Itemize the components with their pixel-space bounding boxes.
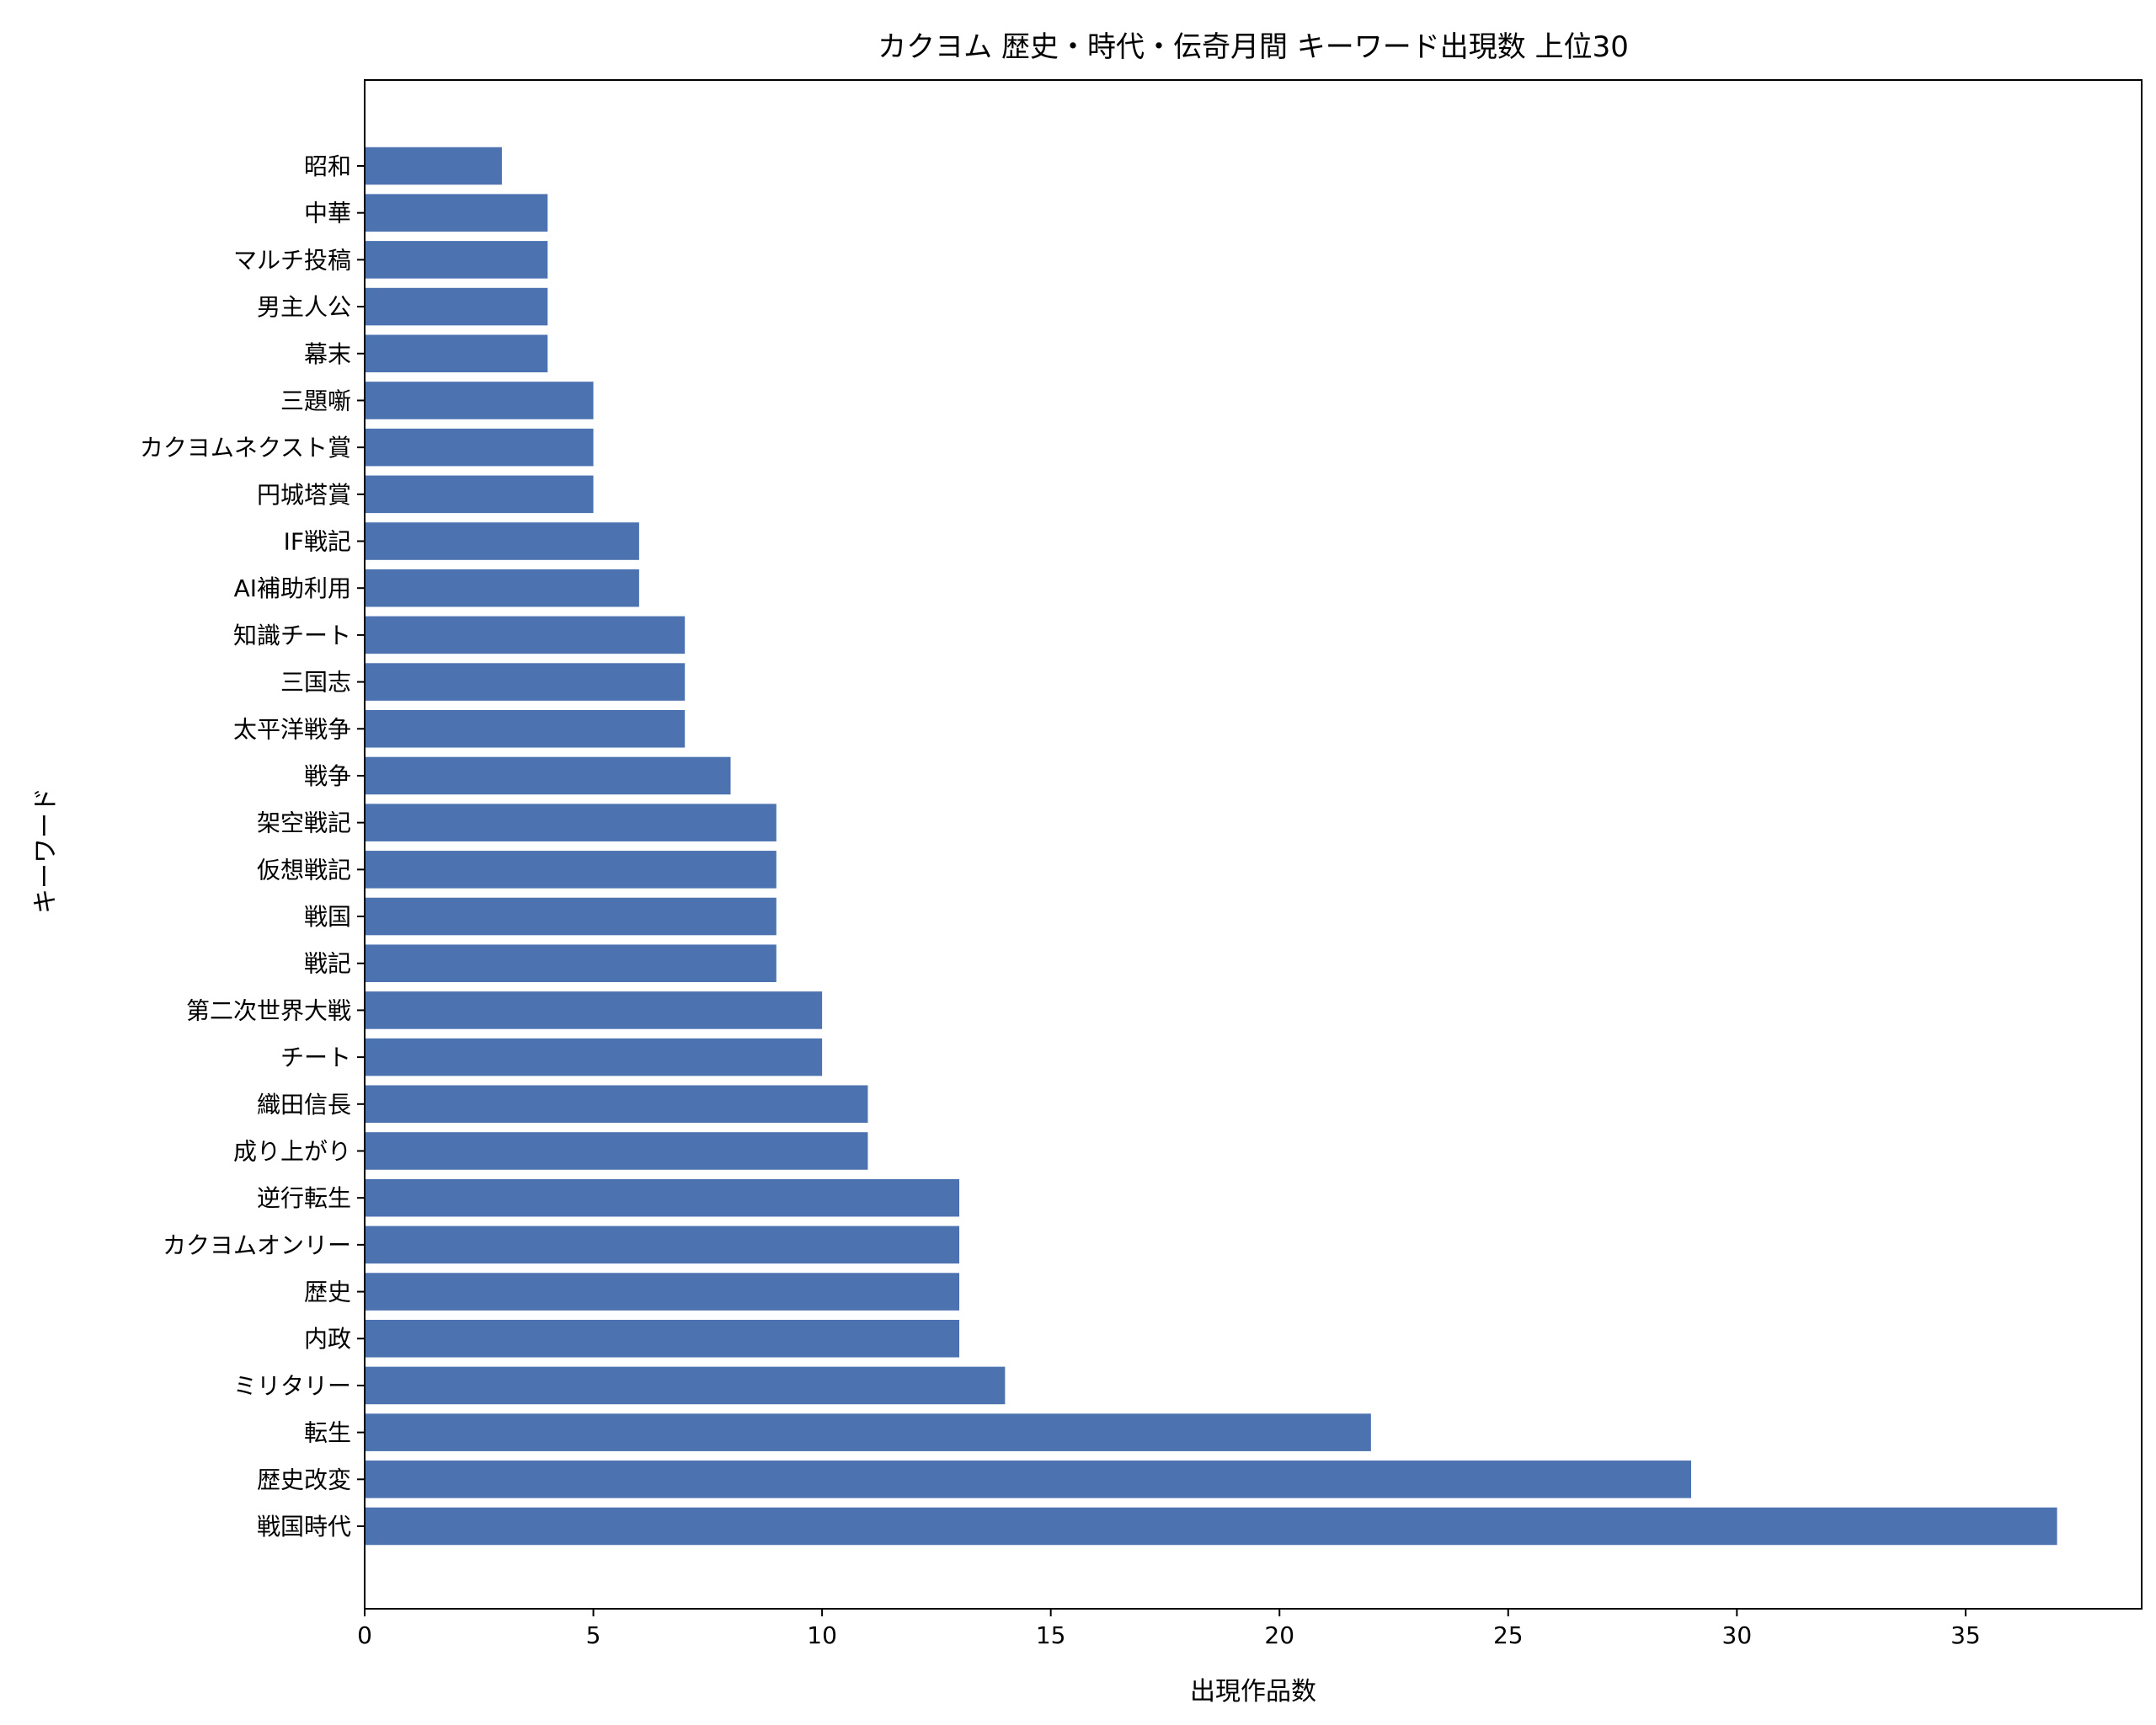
y-tick-label: 幕末	[304, 340, 351, 368]
y-tick-label: 織田信長	[257, 1091, 351, 1119]
y-tick-label: 三国志	[280, 669, 351, 697]
bar	[365, 897, 776, 936]
bar	[365, 1085, 868, 1124]
bar	[365, 1273, 960, 1311]
x-axis-title: 出現作品数	[1190, 1677, 1316, 1706]
bar	[365, 944, 776, 982]
bar	[365, 1132, 868, 1170]
bar	[365, 804, 776, 841]
x-tick-label: 0	[357, 1621, 372, 1649]
bar	[365, 991, 823, 1029]
y-tick-label: カクヨムネクスト賞	[140, 434, 351, 462]
y-tick-label: 内政	[304, 1325, 351, 1353]
y-tick-label: 転生	[304, 1419, 351, 1447]
chart-title: カクヨム 歴史・時代・伝奇月間 キーワード出現数 上位30	[878, 30, 1629, 64]
x-axis-ticks: 0 5 10 15 20 25 30 35	[357, 1609, 1981, 1649]
y-tick-label: 知識チート	[233, 622, 351, 649]
y-tick-label: マルチ投稿	[233, 246, 351, 274]
y-tick-label: 戦記	[304, 950, 351, 978]
bar	[365, 522, 639, 560]
x-tick-label: 10	[807, 1621, 837, 1649]
bar	[365, 147, 502, 185]
y-tick-label: 男主人公	[257, 293, 351, 321]
y-tick-label: IF戦記	[284, 528, 351, 556]
bar	[365, 475, 594, 514]
y-tick-label: 戦国時代	[257, 1513, 351, 1541]
x-tick-label: 5	[586, 1621, 601, 1649]
bar	[365, 382, 594, 419]
bar	[365, 756, 731, 795]
bar	[365, 663, 686, 701]
y-axis-title: キーワード	[31, 788, 61, 914]
x-tick-label: 35	[1951, 1621, 1981, 1649]
y-tick-label: 戦争	[304, 762, 351, 790]
bar	[365, 1413, 1371, 1451]
bar	[365, 287, 548, 326]
y-axis-ticks: 戦国時代 歴史改変 転生 ミリタリー 内政 歴史 カクヨムオンリー 逆行転生 成り上がり 織田信長…	[140, 152, 365, 1541]
y-tick-label: 太平洋戦争	[233, 715, 351, 743]
bar	[365, 334, 548, 373]
y-tick-label: 逆行転生	[257, 1184, 351, 1212]
y-tick-label: チート	[280, 1044, 351, 1071]
plot-frame	[364, 79, 2143, 1610]
y-tick-label: 成り上がり	[233, 1137, 351, 1165]
bar	[365, 851, 776, 889]
y-tick-label: 戦国	[304, 903, 351, 931]
y-tick-label: 円城塔賞	[257, 481, 351, 509]
x-tick-label: 30	[1722, 1621, 1753, 1649]
y-tick-label: 歴史改変	[257, 1466, 351, 1493]
bar	[365, 1461, 1692, 1498]
y-tick-label: 歴史	[304, 1279, 351, 1306]
y-tick-label: AI補助利用	[234, 574, 351, 602]
bar	[365, 1178, 960, 1217]
x-tick-label: 15	[1036, 1621, 1066, 1649]
y-tick-label: カクヨムオンリー	[163, 1231, 351, 1259]
bar	[365, 1038, 823, 1076]
y-tick-label: 三題噺	[280, 387, 351, 414]
y-tick-label: 架空戦記	[257, 809, 351, 837]
bar	[365, 710, 686, 748]
y-tick-label: 昭和	[304, 152, 351, 180]
bars-layer	[365, 147, 2057, 1546]
bar	[365, 616, 686, 654]
y-tick-label: 仮想戦記	[257, 856, 351, 884]
bar	[365, 194, 548, 232]
y-tick-label: 中華	[304, 200, 351, 227]
bar	[365, 1319, 960, 1358]
x-tick-label: 20	[1264, 1621, 1294, 1649]
bar	[365, 428, 594, 467]
bar	[365, 1226, 960, 1264]
bar	[365, 569, 639, 607]
bar	[365, 1507, 2057, 1546]
y-tick-label: 第二次世界大戦	[186, 996, 351, 1024]
x-tick-label: 25	[1493, 1621, 1524, 1649]
y-tick-label: ミリタリー	[233, 1372, 351, 1400]
bar	[365, 1366, 1006, 1405]
bar	[365, 241, 548, 279]
